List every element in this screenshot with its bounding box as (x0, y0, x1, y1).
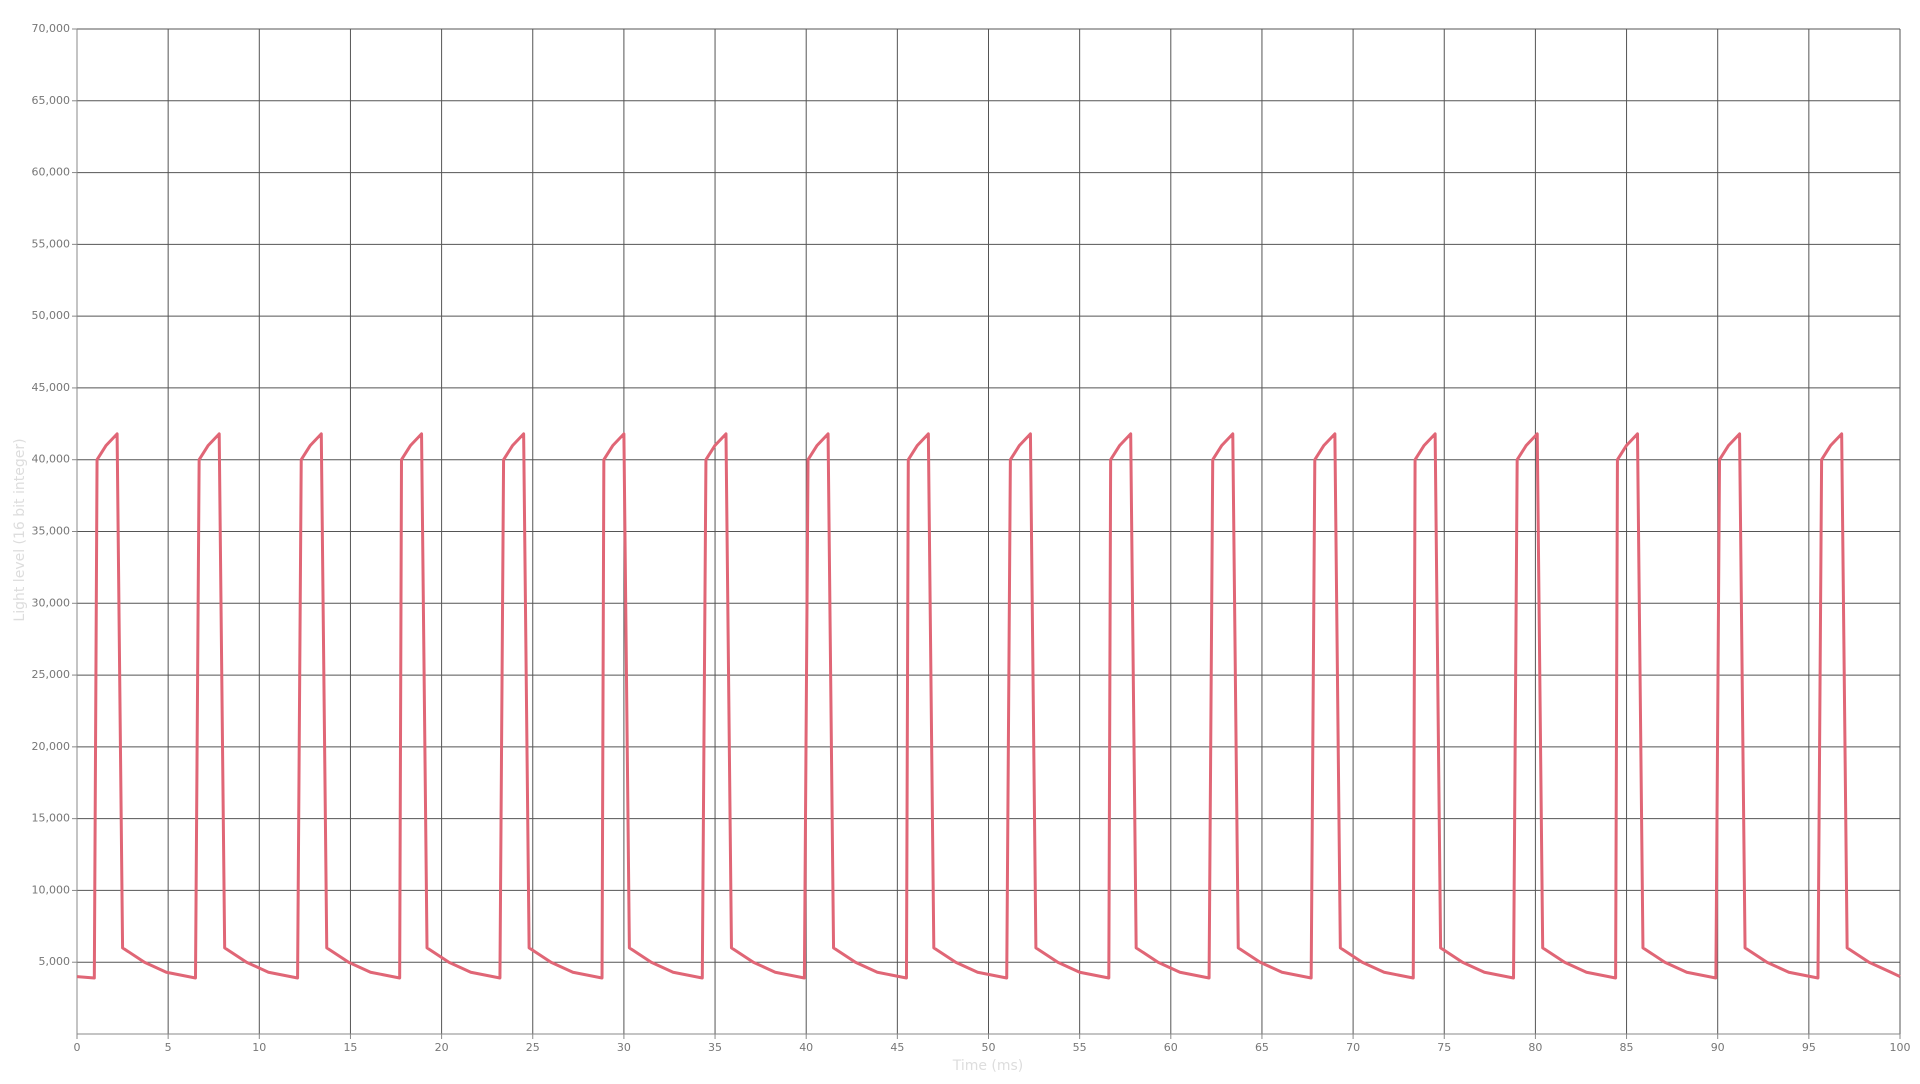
y-tick-label: 25,000 (32, 668, 71, 681)
x-tick-label: 55 (1073, 1041, 1087, 1054)
y-tick-label: 35,000 (32, 525, 71, 538)
y-axis-title: Light level (16 bit integer) (12, 438, 28, 621)
y-tick-label: 10,000 (32, 883, 71, 896)
x-tick-label: 100 (1890, 1041, 1911, 1054)
x-tick-label: 75 (1437, 1041, 1451, 1054)
x-tick-label: 65 (1255, 1041, 1269, 1054)
x-tick-label: 85 (1620, 1041, 1634, 1054)
x-tick-label: 50 (982, 1041, 996, 1054)
x-tick-label: 95 (1802, 1041, 1816, 1054)
y-tick-label: 70,000 (32, 22, 71, 35)
x-tick-label: 90 (1711, 1041, 1725, 1054)
y-tick-label: 20,000 (32, 740, 71, 753)
y-tick-label: 55,000 (32, 237, 71, 250)
x-tick-label: 30 (617, 1041, 631, 1054)
y-tick-label: 15,000 (32, 812, 71, 825)
x-tick-label: 0 (74, 1041, 81, 1054)
y-tick-label: 50,000 (32, 309, 71, 322)
x-tick-label: 5 (165, 1041, 172, 1054)
y-tick-label: 30,000 (32, 596, 71, 609)
x-tick-label: 45 (890, 1041, 904, 1054)
data-line (76, 432, 1901, 980)
y-tick-label: 60,000 (32, 166, 71, 179)
y-tick-label: 45,000 (32, 381, 71, 394)
x-axis-title: Time (ms) (952, 1058, 1024, 1074)
x-tick-label: 40 (799, 1041, 813, 1054)
y-tick-label: 5,000 (39, 955, 71, 968)
x-tick-label: 70 (1346, 1041, 1360, 1054)
x-tick-label: 60 (1164, 1041, 1178, 1054)
x-tick-label: 80 (1528, 1041, 1542, 1054)
y-tick-label: 65,000 (32, 94, 71, 107)
x-tick-label: 35 (708, 1041, 722, 1054)
y-tick-label: 40,000 (32, 453, 71, 466)
x-tick-label: 15 (343, 1041, 357, 1054)
x-tick-label: 20 (435, 1041, 449, 1054)
x-tick-label: 10 (252, 1041, 266, 1054)
x-tick-label: 25 (526, 1041, 540, 1054)
